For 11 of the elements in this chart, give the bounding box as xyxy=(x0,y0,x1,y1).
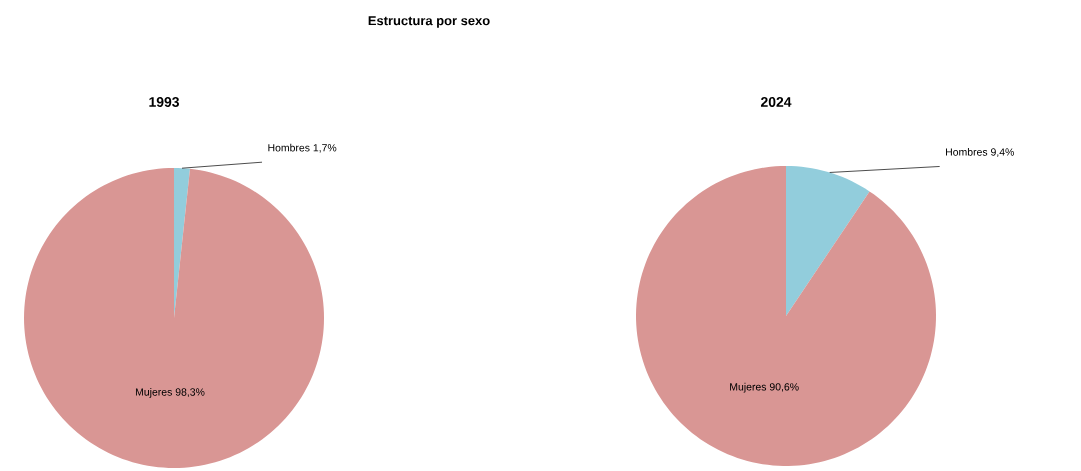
text: Estructura por sexo xyxy=(368,16,490,28)
data-label: 90,6% xyxy=(769,383,799,392)
data-label: 9,4% xyxy=(991,148,1014,157)
chart-title: 2024 xyxy=(760,97,792,107)
data-label: 98,3% xyxy=(175,388,205,397)
slice-label: Mujeres xyxy=(135,388,172,398)
slice-label: Hombres xyxy=(946,148,988,156)
chart-title: 1993 xyxy=(149,97,180,107)
data-label: 1,7% xyxy=(313,144,337,153)
slice-label: Hombres xyxy=(268,143,310,152)
slice-label: Mujeres xyxy=(730,382,767,393)
